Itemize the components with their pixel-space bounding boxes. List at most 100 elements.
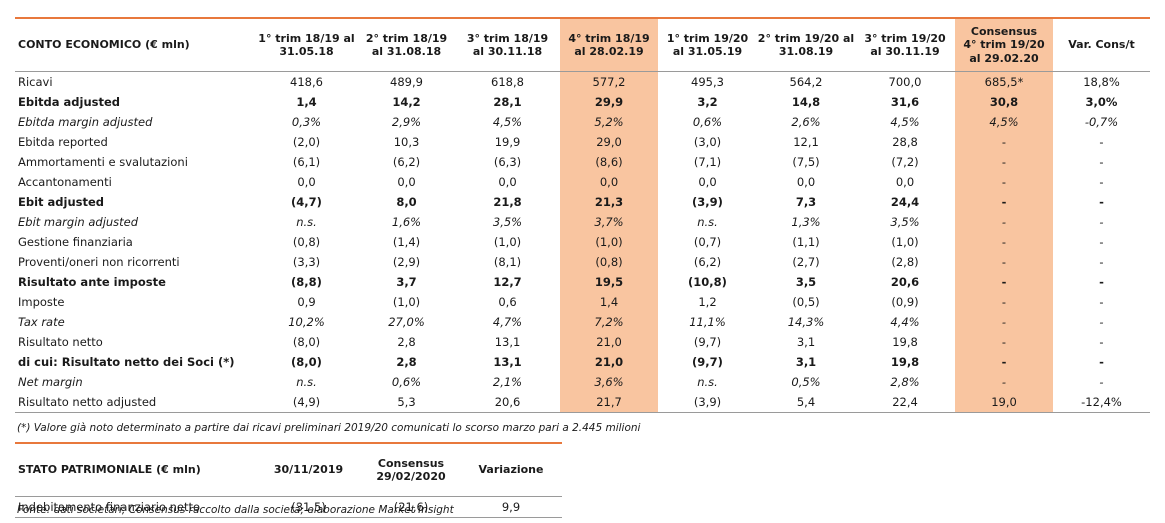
cell-value: - [1099,215,1104,229]
header-line: 1° trim 18/19 al [258,31,355,45]
header-line: 31.08.19 [778,45,834,58]
cell-value: 18,8% [1083,75,1120,89]
cell-value: (7,1) [693,155,722,169]
cell-value: 31,6 [890,95,920,109]
cell-value: (2,9) [392,255,421,269]
cell-value: - [1099,235,1104,249]
cell-value: (21,6) [362,496,460,518]
cell-value: 29,0 [560,132,658,152]
cell-value: n.s. [296,215,317,229]
cell-value: - [955,232,1053,252]
cell-value: 0,0 [796,175,816,189]
cell-value: 489,9 [390,75,423,89]
cell-value: (0,5) [792,295,820,309]
table-row: Ammortamenti e svalutazioni (6,1) (6,2) (6,… [15,152,1150,172]
cell-value: (0,9) [891,295,919,309]
column-header: 3° trim 19/20 al 30.11.19 [855,17,955,72]
table-title: CONTO ECONOMICO (€ mln) [15,17,255,72]
cell-value: 0,5% [791,375,821,389]
cell-value: 14,3% [787,315,825,329]
cell-value: - [955,372,1053,392]
cell-value: 2,8% [890,375,920,389]
cell-value: 28,8 [892,135,918,149]
cell-value: 29,9 [560,92,658,112]
column-header: 30/11/2019 [255,442,362,497]
row-label: Accantonamenti [18,175,112,189]
row-label: Ammortamenti e svalutazioni [18,155,188,169]
cell-value: (9,7) [692,355,723,369]
cell-value: (3,9) [692,195,723,209]
cell-value: 1,3% [791,215,821,229]
cell-value: 0,9 [297,295,316,309]
cell-value: 8,0 [396,195,417,209]
cell-value: 21,3 [560,192,658,212]
row-label: Ebitda reported [18,135,108,149]
cell-value: 20,6 [890,275,920,289]
cell-value: - [1099,275,1104,289]
cell-value: n.s. [697,215,718,229]
table-row: Risultato netto adjusted (4,9) 5,3 20,6 21,7… [15,392,1150,413]
cell-value: (10,8) [688,275,727,289]
cell-value: 27,0% [388,315,425,329]
cell-value: 21,7 [560,392,658,413]
cell-value: 4,5% [890,115,920,129]
cell-value: 700,0 [888,75,922,89]
cell-value: (3,0) [693,135,722,149]
table-row: Ebitda reported (2,0) 10,3 19,9 29,0 (3,0) 12,… [15,132,1150,152]
cell-value: (8,8) [291,275,322,289]
cell-value: 577,2 [560,71,658,92]
cell-value: - [1099,255,1104,269]
balance-table: STATO PATRIMONIALE (€ mln) 30/11/2019 Cons… [15,442,562,518]
cell-value: 30,8 [955,92,1053,112]
cell-value: 19,5 [560,272,658,292]
cell-value: 22,4 [855,392,955,413]
column-header: 4° trim 18/19 al 28.02.19 [560,17,658,72]
cell-value: (8,0) [292,335,321,349]
header-line: al 30.11.19 [870,45,940,58]
table-row: Indebitamento finanziario netto (31,5) (21… [15,496,562,518]
header-line: 2° trim 18/19 [365,31,448,45]
row-label: Ricavi [18,75,53,89]
cell-value: 0,0 [560,172,658,192]
cell-value: 14,8 [791,95,821,109]
cell-value: 5,3 [358,392,455,413]
column-header: Var. Cons/t [1053,17,1150,72]
cell-value: (6,2) [392,155,421,169]
cell-value: 564,2 [789,75,823,89]
cell-value: 0,0 [397,175,416,189]
table-row: Ebitda adjusted 1,4 14,2 28,1 29,9 3,2 14,8 31,… [15,92,1150,112]
header-line: 3° trim 19/20 [864,31,946,45]
cell-value: (8,6) [560,152,658,172]
cell-value: (1,0) [493,235,522,249]
cell-value: (8,0) [291,355,322,369]
table-row: Imposte 0,9 (1,0) 0,6 1,4 1,2 (0,5) (0,9) - - [15,292,1150,312]
source-note: Fonte: dati societari; Consensus raccolt… [17,504,454,516]
header-line: al 30.11.18 [472,45,543,58]
cell-value: (2,7) [792,255,820,269]
cell-value: 13,1 [493,355,522,369]
header-line: Var. Cons/t [1068,38,1135,52]
cell-value: 0,6 [498,295,517,309]
header-line: al 28.02.19 [574,45,644,58]
cell-value: 3,6% [560,372,658,392]
cell-value: (6,1) [292,155,321,169]
cell-value: - [1099,375,1104,389]
column-header: Consensus 29/02/2020 [362,442,460,497]
cell-value: - [955,252,1053,272]
cell-value: 11,1% [689,315,726,329]
cell-value: 19,9 [494,135,521,149]
column-header: 2° trim 19/20 al 31.08.19 [757,17,855,72]
cell-value: (6,3) [493,155,522,169]
cell-value: 7,2% [560,312,658,332]
cell-value: 14,2 [392,95,421,109]
header-row: CONTO ECONOMICO (€ mln) 1° trim 18/19 al 3… [15,17,1150,72]
cell-value: 3,7% [560,212,658,232]
cell-value: 3,5% [492,215,523,229]
header-row: STATO PATRIMONIALE (€ mln) 30/11/2019 Cons… [15,442,562,497]
header-line: Consensus [377,456,445,470]
cell-value: 12,1 [793,135,819,149]
cell-value: (0,7) [693,235,722,249]
cell-value: 0,0 [498,175,517,189]
row-label: Gestione finanziaria [18,235,133,249]
row-label: Ebitda margin adjusted [18,115,153,129]
